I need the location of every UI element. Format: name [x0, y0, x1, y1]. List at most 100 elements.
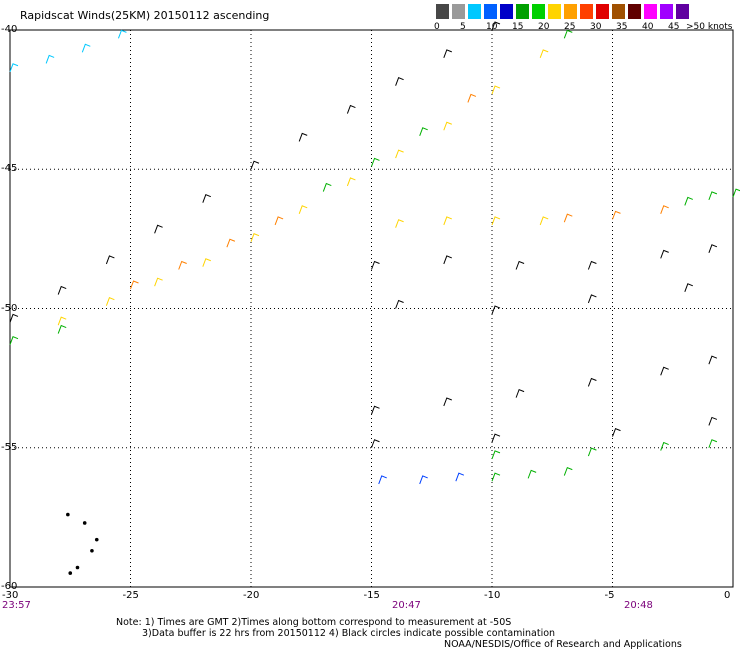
lon-tick-label: -25	[122, 590, 139, 601]
contamination-marker	[94, 537, 99, 542]
contamination-marker	[90, 548, 94, 553]
wind-barb	[443, 216, 452, 226]
wind-barb	[491, 305, 501, 315]
legend-swatch	[580, 4, 593, 19]
wind-barb	[684, 283, 693, 292]
credit-line: NOAA/NESDIS/Office of Research and Appli…	[444, 639, 682, 650]
wind-barb	[105, 255, 115, 265]
legend-tick: 0	[434, 22, 440, 32]
wind-speed-legend: 0 5 10 15 20 25 30 35 40 45	[434, 4, 696, 32]
wind-barb	[708, 439, 718, 448]
wind-barb	[298, 132, 308, 142]
lon-tick-label: -30	[2, 590, 19, 601]
wind-barb	[378, 475, 387, 485]
wind-barb	[250, 160, 260, 170]
wind-barb	[587, 447, 597, 457]
wind-barb	[395, 219, 404, 228]
wind-barb	[587, 377, 597, 387]
legend-swatch	[484, 4, 497, 19]
wind-barb	[660, 205, 669, 214]
legend-tick: 45	[668, 22, 680, 32]
wind-barb	[527, 469, 537, 479]
wind-barb	[298, 205, 308, 214]
wind-barb	[563, 213, 573, 223]
legend-swatch	[516, 4, 529, 19]
wind-barb	[346, 104, 356, 114]
lon-tick-label: -15	[363, 590, 380, 601]
wind-barb	[515, 388, 525, 398]
legend-tick: 25	[564, 22, 576, 32]
legend-swatch	[532, 4, 545, 19]
wind-barb	[130, 280, 139, 290]
wind-barb	[250, 233, 260, 242]
wind-barb	[117, 29, 127, 39]
wind-barb	[660, 441, 669, 451]
legend-unit-label: >50 knots	[686, 22, 733, 32]
wind-barb	[563, 466, 573, 476]
lat-tick-label: -50	[1, 302, 18, 314]
legend-tick: 5	[460, 22, 466, 32]
note-line-2: 3)Data buffer is 22 hrs from 20150112 4)…	[142, 628, 556, 639]
wind-barb	[419, 127, 428, 137]
wind-barb	[9, 63, 19, 72]
time-label-3: 20:48	[624, 600, 653, 611]
wind-barb	[57, 285, 67, 295]
time-label-1: 23:57	[2, 600, 31, 611]
wind-barb	[57, 316, 67, 326]
wind-barb	[539, 216, 549, 226]
legend-swatch	[500, 4, 513, 19]
wind-barb	[9, 336, 19, 345]
lon-tick-label: -5	[604, 590, 615, 601]
wind-barb	[322, 182, 332, 192]
legend-swatch	[436, 4, 449, 19]
time-label-2: 20:47	[392, 600, 421, 611]
wind-barb	[154, 224, 163, 234]
contamination-marker	[68, 571, 73, 575]
wind-barb	[660, 366, 669, 376]
wind-barb	[515, 260, 525, 270]
wind-barb	[154, 277, 163, 287]
wind-barb	[660, 249, 669, 259]
wind-barb	[443, 49, 452, 59]
legend-swatch	[660, 4, 673, 19]
wind-barb	[346, 177, 356, 187]
wind-barb	[708, 416, 718, 426]
wind-barb	[491, 21, 501, 31]
wind-barb	[371, 260, 380, 270]
wind-barb	[274, 216, 284, 226]
legend-tick: 10	[486, 22, 498, 32]
wind-barb	[443, 255, 452, 265]
wind-barb	[371, 157, 380, 167]
lat-tick-label: -40	[1, 24, 18, 35]
legend-swatch	[452, 4, 465, 19]
wind-barb	[587, 260, 597, 270]
wind-barb	[732, 188, 740, 198]
wind-barb	[105, 297, 115, 306]
wind-barb	[612, 210, 621, 220]
wind-barb	[9, 313, 19, 323]
legend-tick: 15	[512, 22, 524, 32]
legend-swatch	[468, 4, 481, 19]
wind-barb	[371, 439, 380, 448]
contamination-marker	[75, 565, 80, 570]
legend-swatch	[628, 4, 641, 19]
wind-barb	[81, 43, 91, 53]
wind-barb	[491, 216, 501, 226]
legend-swatch	[596, 4, 609, 19]
legend-tick: 35	[616, 22, 628, 32]
wind-barb	[57, 324, 67, 334]
lat-tick-label: -60	[1, 581, 18, 592]
wind-barb	[491, 472, 501, 482]
wind-barb	[539, 49, 549, 59]
lat-tick-label: -55	[1, 441, 18, 453]
wind-barb	[202, 258, 211, 267]
wind-barb	[491, 450, 501, 460]
wind-barb	[45, 54, 55, 64]
wind-barb	[371, 405, 380, 415]
wind-barb	[708, 355, 718, 365]
wind-barb	[395, 299, 404, 309]
legend-tick: 40	[642, 22, 654, 32]
wind-barbs	[9, 21, 740, 575]
wind-barb	[612, 427, 621, 437]
